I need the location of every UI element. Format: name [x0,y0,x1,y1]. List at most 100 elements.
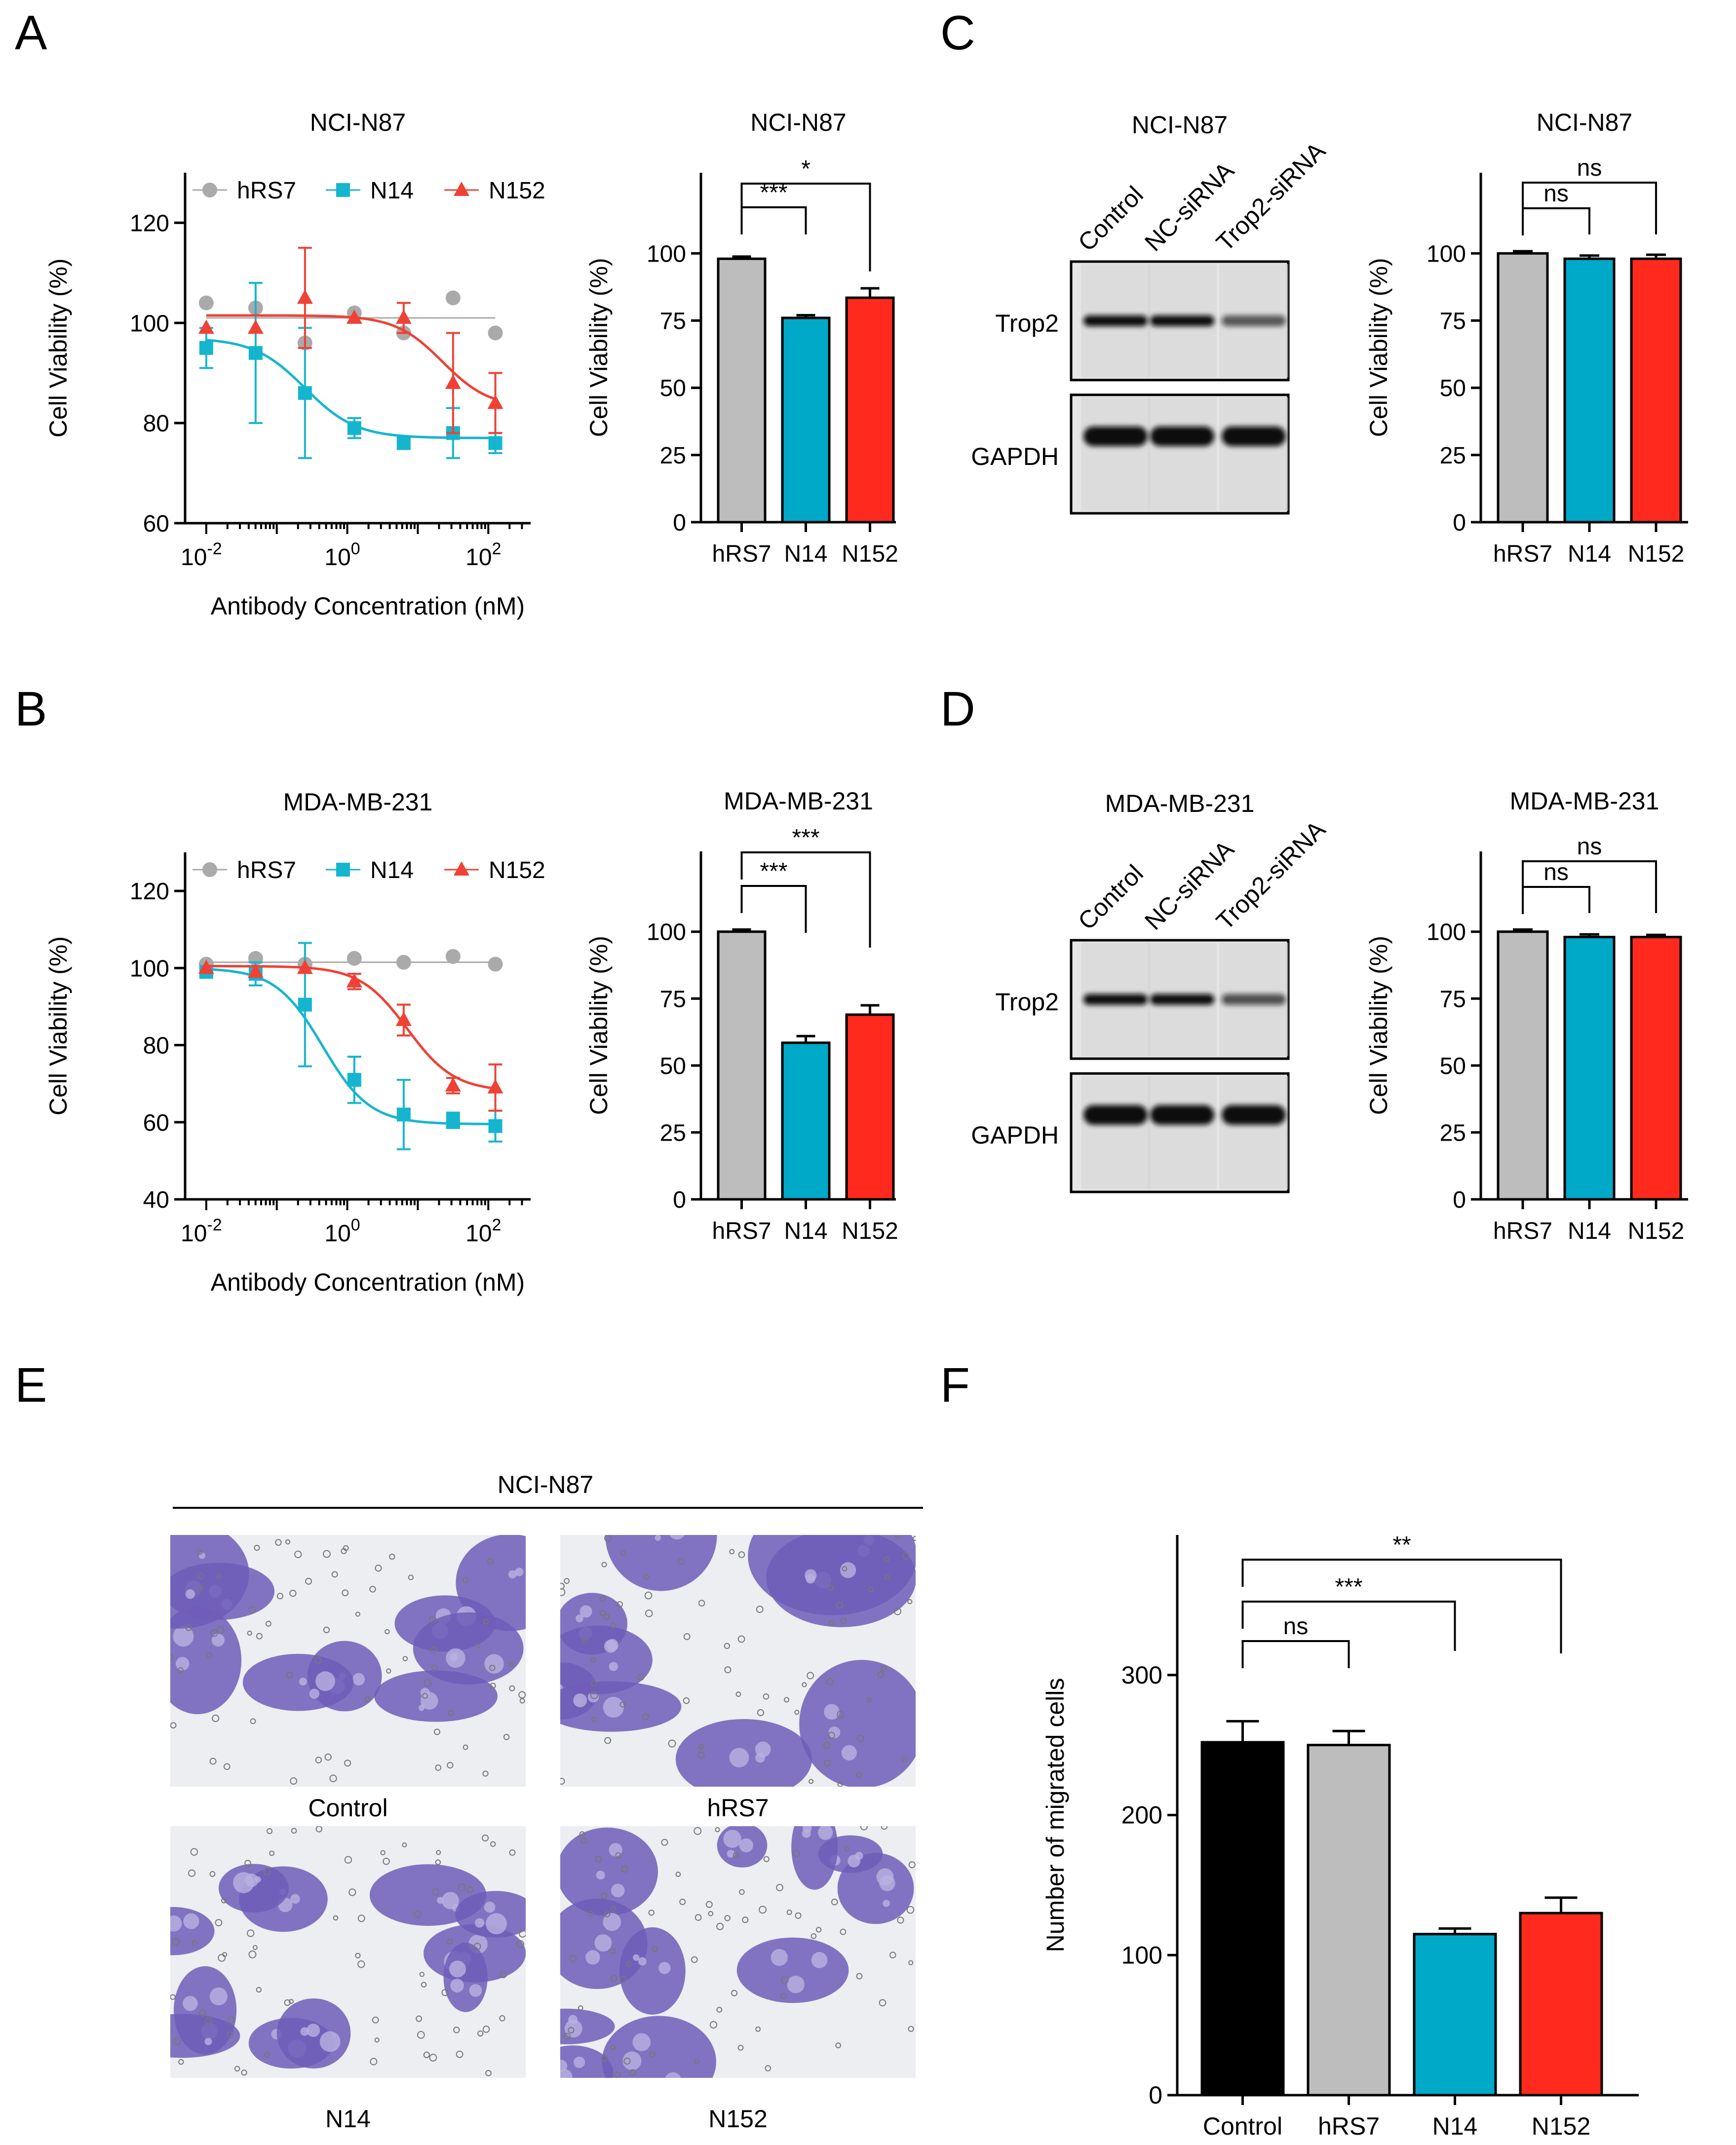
membrane-pore [691,1956,698,1963]
membrane-pore [735,1691,741,1697]
significance-bracket: *** [740,825,871,948]
membrane-pore [188,1869,196,1877]
membrane-pore [329,1774,337,1782]
membrane-pore [519,1929,526,1938]
membrane-pore [423,2051,430,2058]
membrane-pore [267,1828,273,1835]
significance-bracket: ** [1241,1532,1562,1653]
membrane-pore [733,1852,739,1859]
membrane-pore [372,2016,379,2024]
series-n152 [198,247,503,434]
blot-band [1150,315,1214,326]
membrane-pore [792,1849,801,1858]
data-point [248,346,263,360]
y-tick-label: 60 [143,1110,169,1136]
membrane-pore [765,2065,772,2071]
panel-letter-f: F [940,1358,970,1412]
micrograph-n152: N152 [560,1826,916,2133]
membrane-pore [610,1948,616,1954]
membrane-pore [835,2042,841,2048]
data-point [298,386,312,400]
membrane-pore [314,1656,322,1664]
panel-d-bar-chart: MDA-MB-231 0 25 50 75 100 Cell Viability (%) hR… [1365,787,1688,1244]
vacuole [211,1633,225,1647]
membrane-pore [652,1946,658,1952]
micrograph-image [560,1535,916,1787]
panel-letter-c: C [940,5,975,60]
y-tick-label: 25 [1440,443,1466,469]
membrane-pore [357,1960,365,1968]
bar-n14 [1563,254,1616,524]
membrane-pore [786,1909,792,1915]
legend-item-n14: N14 [326,178,414,204]
vacuole [883,1900,890,1907]
panel-b-dose-curve: MDA-MB-231 40 60 80 100 120 10-2 100 102 Antibody… [44,788,545,1296]
vacuole [632,2033,651,2051]
x-tick-label: 100 [324,539,360,571]
membrane-pore [490,1841,496,1847]
vacuole [585,1950,600,1965]
y-tick-label: 60 [143,511,169,537]
membrane-pore [342,1589,349,1597]
membrane-pore [436,1850,441,1855]
y-axis-label: Cell Viability (%) [1365,258,1392,437]
bar [1497,930,1549,1201]
membrane-pore [348,1888,356,1896]
vacuole [841,1745,857,1761]
vacuole [209,1987,228,2006]
vacuole [574,2056,585,2068]
membrane-pore [756,1606,764,1613]
y-axis-label: Cell Viability (%) [585,936,613,1115]
vacuole [508,1570,517,1579]
blot-title: NCI-N87 [1132,111,1228,139]
membrane-pore [288,1999,294,2004]
membrane-pore [509,1685,515,1691]
lane-smear [1219,1076,1288,1189]
y-tick-label: 50 [660,376,686,402]
lane-smear [1148,1076,1217,1189]
vacuole [484,1654,504,1674]
panel-f-bar-chart: 0 100 200 300 Number of migrated cells Contro… [1042,1532,1639,2140]
membrane-pore [370,2058,378,2066]
blot-band [1222,426,1286,446]
lane-smear [1148,397,1217,511]
membrane-pore [569,1954,577,1962]
membrane-pore [895,1535,901,1538]
vacuole [450,1979,464,1992]
blot-band [1150,994,1214,1005]
membrane-pore [885,1574,890,1580]
membrane-pore [429,1616,437,1624]
vacuole [622,2051,642,2070]
membrane-pore [601,2055,608,2062]
membrane-pore [591,1717,597,1723]
blot-band [1150,1105,1214,1125]
membrane-pore [560,1778,565,1785]
y-tick-label: 100 [130,956,169,982]
y-tick-label: 200 [1121,1801,1162,1829]
membrane-pore [901,1757,907,1763]
cell-cluster [605,1535,717,1591]
membrane-pore [375,1565,382,1572]
membrane-pore [432,1888,440,1896]
blot-band [1083,315,1148,326]
membrane-pore [462,1576,468,1583]
legend-item-hrs7: hRS7 [193,178,296,204]
membrane-pore [826,1678,834,1685]
legend-marker [336,863,350,877]
membrane-pore [509,1849,516,1856]
membrane-pore [644,1591,653,1600]
membrane-pore [482,1770,489,1777]
y-tick-label: 75 [1440,308,1466,335]
membrane-pore [499,2015,505,2022]
x-tick-label: hRS7 [1318,2112,1380,2140]
blot-row-trop2: Trop2 [995,260,1290,382]
y-tick-label: 0 [673,1187,686,1213]
panel-c-bar-chart: NCI-N87 0 25 50 75 100 Cell Viability (%) hRS7 N… [1365,109,1688,567]
significance-label: *** [1335,1574,1362,1600]
membrane-pore [215,1919,223,1926]
membrane-pore [324,1753,332,1761]
bracket-line [1522,886,1590,914]
y-tick-label: 50 [1440,1053,1466,1079]
membrane-pore [209,1758,217,1765]
y-tick-label: 100 [1427,241,1466,267]
